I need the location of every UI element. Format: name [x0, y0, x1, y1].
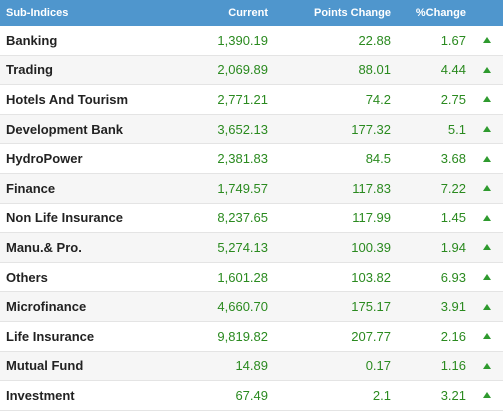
- up-triangle-icon: [482, 392, 491, 399]
- current-value: 2,381.83: [217, 151, 268, 167]
- pct-change-value: 3.91: [440, 299, 466, 315]
- sub-index-name[interactable]: HydroPower: [6, 151, 83, 167]
- sub-index-name[interactable]: Others: [6, 269, 48, 285]
- table-row[interactable]: Others 1,601.28 103.82 6.93: [0, 263, 503, 293]
- up-triangle-icon: [482, 37, 491, 44]
- table-row[interactable]: Banking 1,390.19 22.88 1.67: [0, 26, 503, 56]
- table-row[interactable]: Manu.& Pro. 5,274.13 100.39 1.94: [0, 233, 503, 263]
- points-change-value: 74.2: [365, 91, 391, 107]
- pct-change-value: 5.1: [447, 121, 466, 137]
- current-value: 1,601.28: [217, 269, 268, 285]
- current-value: 9,819.82: [217, 328, 268, 344]
- sub-index-name[interactable]: Development Bank: [6, 121, 124, 137]
- up-triangle-icon: [482, 214, 491, 221]
- table-row[interactable]: Finance 1,749.57 117.83 7.22: [0, 173, 503, 204]
- pct-change-value: 1.94: [440, 239, 466, 255]
- pct-change-value: 1.45: [440, 210, 466, 226]
- pct-change-value: 2.16: [440, 328, 466, 344]
- up-triangle-icon: [482, 244, 491, 251]
- points-change-value: 175.17: [351, 299, 391, 315]
- table-row[interactable]: Hotels And Tourism 2,771.21 74.2 2.75: [0, 85, 503, 115]
- sub-index-name[interactable]: Banking: [6, 32, 58, 48]
- current-value: 8,237.65: [217, 210, 268, 226]
- table-header: Sub-Indices Current Points Change %Chang…: [0, 0, 503, 26]
- current-value: 1,749.57: [217, 180, 268, 196]
- points-change-value: 103.82: [351, 269, 391, 285]
- sub-index-name[interactable]: Trading: [6, 62, 53, 78]
- sub-index-name[interactable]: Hotels And Tourism: [6, 91, 129, 107]
- current-value: 5,274.13: [217, 239, 268, 255]
- points-change-value: 22.88: [358, 32, 391, 48]
- sub-index-name[interactable]: Mutual Fund: [6, 358, 84, 374]
- up-triangle-icon: [482, 66, 491, 73]
- table-row[interactable]: Non Life Insurance 8,237.65 117.99 1.45: [0, 204, 503, 234]
- pct-change-value: 6.93: [440, 269, 466, 285]
- sub-index-name[interactable]: Manu.& Pro.: [6, 239, 82, 255]
- table-row[interactable]: HydroPower 2,381.83 84.5 3.68: [0, 144, 503, 174]
- points-change-value: 117.99: [352, 210, 391, 226]
- current-value: 3,652.13: [217, 121, 268, 137]
- header-sub-indices[interactable]: Sub-Indices: [6, 7, 69, 19]
- up-triangle-icon: [482, 274, 491, 281]
- points-change-value: 84.5: [365, 151, 391, 167]
- points-change-value: 207.77: [351, 328, 391, 344]
- points-change-value: 177.32: [351, 121, 391, 137]
- points-change-value: 100.39: [351, 239, 391, 255]
- up-triangle-icon: [482, 155, 491, 162]
- current-value: 67.49: [235, 387, 268, 403]
- current-value: 14.89: [235, 358, 268, 374]
- table-row[interactable]: Trading 2,069.89 88.01 4.44: [0, 55, 503, 86]
- up-triangle-icon: [482, 126, 491, 133]
- sub-index-name[interactable]: Investment: [6, 387, 75, 403]
- sub-index-name[interactable]: Microfinance: [6, 299, 87, 315]
- up-triangle-icon: [482, 333, 491, 340]
- table-row[interactable]: Development Bank 3,652.13 177.32 5.1: [0, 114, 503, 145]
- table-row[interactable]: Mutual Fund 14.89 0.17 1.16: [0, 351, 503, 382]
- sub-index-name[interactable]: Finance: [6, 180, 56, 196]
- up-triangle-icon: [482, 185, 491, 192]
- pct-change-value: 3.68: [440, 151, 466, 167]
- table-row[interactable]: Life Insurance 9,819.82 207.77 2.16: [0, 322, 503, 352]
- pct-change-value: 3.21: [440, 387, 466, 403]
- pct-change-value: 1.67: [440, 32, 466, 48]
- sub-index-name[interactable]: Life Insurance: [6, 328, 95, 344]
- up-triangle-icon: [482, 96, 491, 103]
- current-value: 2,069.89: [217, 62, 268, 78]
- pct-change-value: 2.75: [440, 91, 466, 107]
- points-change-value: 88.01: [358, 62, 391, 78]
- pct-change-value: 1.16: [440, 358, 466, 374]
- pct-change-value: 4.44: [440, 62, 466, 78]
- points-change-value: 2.1: [372, 387, 391, 403]
- header-current[interactable]: Current: [228, 7, 268, 19]
- points-change-value: 0.17: [365, 358, 391, 374]
- sub-index-name[interactable]: Non Life Insurance: [6, 210, 124, 226]
- points-change-value: 117.83: [352, 180, 391, 196]
- current-value: 2,771.21: [217, 91, 268, 107]
- current-value: 1,390.19: [217, 32, 268, 48]
- header-pct-change[interactable]: %Change: [415, 7, 466, 19]
- current-value: 4,660.70: [217, 299, 268, 315]
- pct-change-value: 7.22: [440, 180, 466, 196]
- up-triangle-icon: [482, 362, 491, 369]
- up-triangle-icon: [482, 303, 491, 310]
- table-body: Banking 1,390.19 22.88 1.67 Trading 2,069.89 8…: [0, 26, 503, 411]
- table-row[interactable]: Microfinance 4,660.70 175.17 3.91: [0, 292, 503, 322]
- table-row[interactable]: Investment 67.49 2.1 3.21: [0, 381, 503, 411]
- header-points-change[interactable]: Points Change: [313, 7, 391, 19]
